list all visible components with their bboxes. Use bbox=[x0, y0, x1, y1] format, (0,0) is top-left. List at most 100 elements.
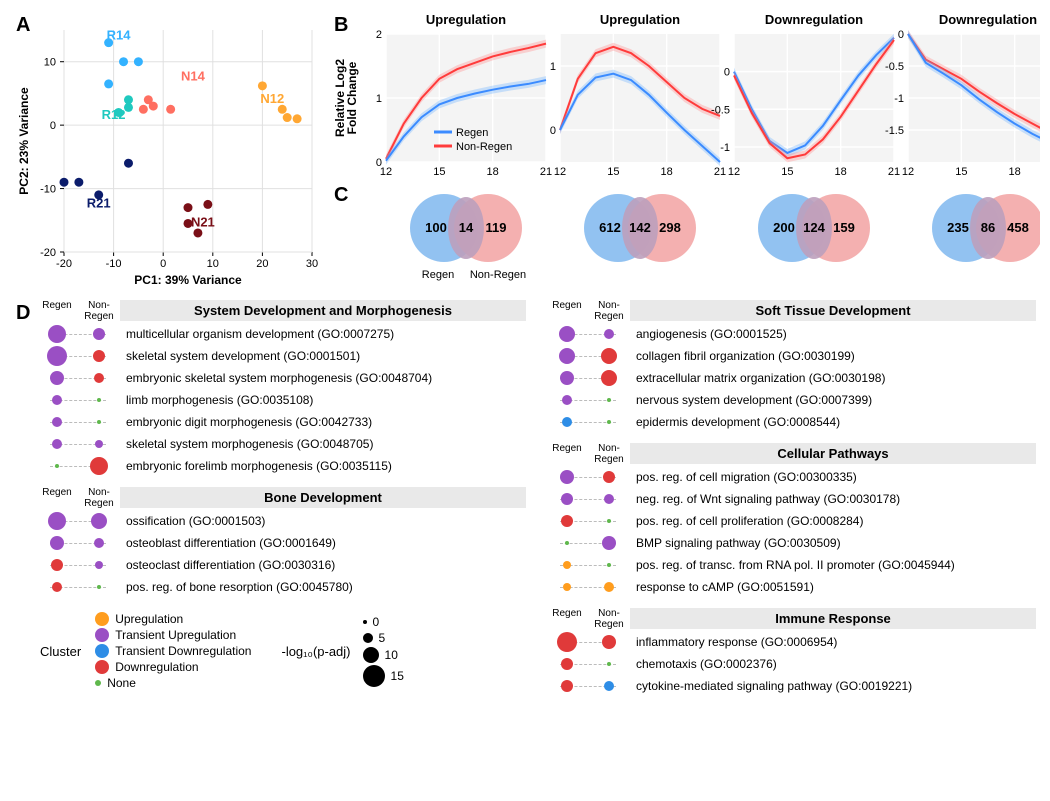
legend-item: Transient Downregulation bbox=[95, 644, 251, 658]
go-term-label: skeletal system morphogenesis (GO:004870… bbox=[120, 437, 373, 451]
svg-text:12: 12 bbox=[728, 166, 740, 178]
panel-d-left-col: RegenNon-RegenSystem Development and Mor… bbox=[36, 300, 526, 707]
go-dot bbox=[95, 561, 103, 569]
svg-text:18: 18 bbox=[835, 166, 847, 178]
panel-d-right-col: RegenNon-RegenSoft Tissue Developmentang… bbox=[546, 300, 1036, 707]
go-dot bbox=[561, 515, 573, 527]
go-dot bbox=[52, 395, 62, 405]
svg-text:18: 18 bbox=[487, 166, 499, 178]
svg-text:N21: N21 bbox=[191, 215, 215, 230]
panel-a: A -20-100102030-20-10010R14N14R12N12R21N… bbox=[12, 12, 322, 292]
svg-text:15: 15 bbox=[781, 166, 793, 178]
svg-text:-20: -20 bbox=[40, 247, 56, 259]
svg-text:2: 2 bbox=[376, 29, 382, 41]
panel-a-label: A bbox=[16, 14, 30, 37]
legend-size-item: 5 bbox=[363, 631, 404, 645]
legend-size-item: 15 bbox=[363, 665, 404, 687]
svg-text:159: 159 bbox=[833, 220, 855, 235]
legend-item: Transient Upregulation bbox=[95, 628, 251, 642]
go-dot bbox=[91, 513, 107, 529]
svg-text:124: 124 bbox=[803, 220, 825, 235]
go-dot bbox=[95, 440, 103, 448]
legend-item: Downregulation bbox=[95, 660, 251, 674]
svg-text:Upregulation: Upregulation bbox=[426, 12, 506, 27]
svg-text:-0.5: -0.5 bbox=[711, 104, 730, 116]
go-dot bbox=[562, 395, 572, 405]
go-term-label: osteoblast differentiation (GO:0001649) bbox=[120, 536, 336, 550]
go-row: osteoblast differentiation (GO:0001649) bbox=[36, 532, 526, 554]
go-dot bbox=[52, 439, 62, 449]
go-section-title: Soft Tissue Development bbox=[630, 300, 1036, 321]
go-dot bbox=[559, 326, 575, 342]
go-term-label: nervous system development (GO:0007399) bbox=[630, 393, 872, 407]
svg-text:-0.5: -0.5 bbox=[885, 61, 904, 73]
go-term-label: epidermis development (GO:0008544) bbox=[630, 415, 840, 429]
go-dot bbox=[48, 512, 66, 530]
go-row: pos. reg. of transc. from RNA pol. II pr… bbox=[546, 554, 1036, 576]
go-row: skeletal system development (GO:0001501) bbox=[36, 345, 526, 367]
svg-text:Downregulation: Downregulation bbox=[939, 12, 1037, 27]
panel-d: D RegenNon-RegenSystem Development and M… bbox=[12, 300, 1038, 707]
go-dot bbox=[90, 457, 108, 475]
svg-text:235: 235 bbox=[947, 220, 969, 235]
go-term-label: extracellular matrix organization (GO:00… bbox=[630, 371, 885, 385]
figure: A -20-100102030-20-10010R14N14R12N12R21N… bbox=[12, 12, 1038, 707]
svg-text:Regen: Regen bbox=[422, 269, 454, 281]
go-dot bbox=[52, 417, 62, 427]
go-row: pos. reg. of cell proliferation (GO:0008… bbox=[546, 510, 1036, 532]
go-dot bbox=[93, 328, 105, 340]
go-term-label: neg. reg. of Wnt signaling pathway (GO:0… bbox=[630, 492, 900, 506]
go-dot bbox=[604, 329, 614, 339]
go-dot bbox=[560, 371, 574, 385]
svg-text:0: 0 bbox=[898, 29, 904, 41]
svg-text:30: 30 bbox=[306, 258, 318, 270]
panel-b-label: B bbox=[334, 14, 348, 37]
svg-text:21: 21 bbox=[540, 166, 552, 178]
svg-text:21: 21 bbox=[888, 166, 900, 178]
svg-text:298: 298 bbox=[659, 220, 681, 235]
go-section-title: System Development and Morphogenesis bbox=[120, 300, 526, 321]
go-dot bbox=[565, 541, 569, 545]
legend-size-item: 0 bbox=[363, 615, 404, 629]
panel-bc: B Relative Log2Fold Change01212151821Upr… bbox=[330, 12, 1040, 292]
svg-text:142: 142 bbox=[629, 220, 651, 235]
go-dot bbox=[561, 658, 573, 670]
go-dot bbox=[607, 519, 611, 523]
go-dot bbox=[93, 350, 105, 362]
go-term-label: ossification (GO:0001503) bbox=[120, 514, 265, 528]
go-dot bbox=[97, 420, 101, 424]
go-section-title: Cellular Pathways bbox=[630, 443, 1036, 464]
go-section: RegenNon-RegenSystem Development and Mor… bbox=[36, 300, 526, 477]
svg-text:15: 15 bbox=[955, 166, 967, 178]
svg-text:12: 12 bbox=[902, 166, 914, 178]
svg-text:-10: -10 bbox=[40, 184, 56, 196]
go-dot bbox=[55, 464, 59, 468]
svg-text:12: 12 bbox=[554, 166, 566, 178]
go-section: RegenNon-RegenBone Developmentossificati… bbox=[36, 487, 526, 598]
svg-text:20: 20 bbox=[256, 258, 268, 270]
go-dot bbox=[604, 681, 614, 691]
go-row: inflammatory response (GO:0006954) bbox=[546, 631, 1036, 653]
go-term-label: embryonic digit morphogenesis (GO:004273… bbox=[120, 415, 372, 429]
go-dot bbox=[97, 398, 101, 402]
svg-text:-20: -20 bbox=[56, 258, 72, 270]
go-dot bbox=[94, 538, 104, 548]
go-row: collagen fibril organization (GO:0030199… bbox=[546, 345, 1036, 367]
go-dot bbox=[560, 470, 574, 484]
svg-text:86: 86 bbox=[981, 220, 995, 235]
go-term-label: pos. reg. of bone resorption (GO:0045780… bbox=[120, 580, 353, 594]
go-term-label: cytokine-mediated signaling pathway (GO:… bbox=[630, 679, 912, 693]
go-term-label: pos. reg. of transc. from RNA pol. II pr… bbox=[630, 558, 955, 572]
go-dot bbox=[607, 398, 611, 402]
svg-text:0: 0 bbox=[160, 258, 166, 270]
svg-text:10: 10 bbox=[207, 258, 219, 270]
go-row: response to cAMP (GO:0051591) bbox=[546, 576, 1036, 598]
go-dot bbox=[52, 582, 62, 592]
go-dot bbox=[563, 561, 571, 569]
go-row: BMP signaling pathway (GO:0030509) bbox=[546, 532, 1036, 554]
go-term-label: chemotaxis (GO:0002376) bbox=[630, 657, 777, 671]
go-dot bbox=[607, 563, 611, 567]
svg-text:-1: -1 bbox=[894, 93, 904, 105]
go-row: cytokine-mediated signaling pathway (GO:… bbox=[546, 675, 1036, 697]
go-row: embryonic skeletal system morphogenesis … bbox=[36, 367, 526, 389]
